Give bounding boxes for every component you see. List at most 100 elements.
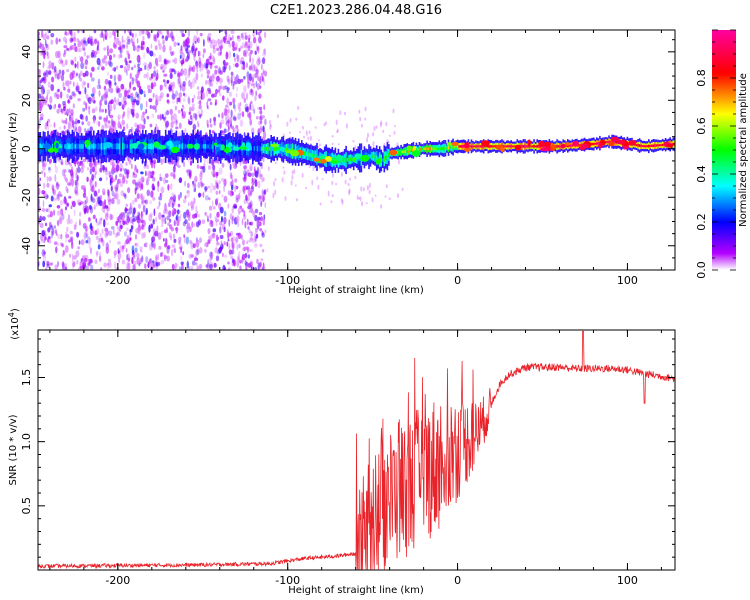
spectrogram-ridge-cell bbox=[172, 143, 175, 150]
spectrogram-ridge-cell bbox=[264, 147, 266, 151]
spectrogram-noise-cell bbox=[72, 70, 76, 75]
spectrogram-ridge-cell bbox=[371, 154, 373, 158]
spectrogram-noise-cell bbox=[176, 42, 180, 46]
spectrogram-noise-cell bbox=[76, 48, 81, 53]
spectrogram-noise-cell bbox=[221, 194, 224, 198]
spectrogram-ridge-cell bbox=[181, 143, 184, 150]
spectrogram-noise-cell bbox=[86, 265, 89, 270]
spectrogram-noise-cell bbox=[149, 212, 153, 218]
spectrogram-noise-cell bbox=[248, 229, 252, 234]
spectrogram-noise-cell bbox=[73, 93, 77, 97]
spectrogram-noise-cell bbox=[149, 50, 154, 57]
spectrogram-noise-cell bbox=[130, 126, 133, 135]
spectrogram-noise-cell bbox=[77, 161, 81, 168]
spectrogram-noise-cell bbox=[227, 108, 230, 114]
spectrogram-noise-cell bbox=[101, 228, 104, 235]
spectrogram-noise-cell bbox=[200, 170, 203, 175]
spectrogram-noise-cell bbox=[236, 35, 240, 40]
spectrogram-noise-cell bbox=[46, 89, 51, 95]
spectrogram-noise-cell bbox=[60, 233, 63, 240]
spectrogram-ridge-cell bbox=[209, 143, 211, 150]
spectrogram-noise-cell bbox=[249, 259, 254, 267]
spectrogram-noise-cell bbox=[132, 215, 136, 219]
spectrogram-noise-cell bbox=[178, 92, 183, 98]
spectrogram-noise-cell bbox=[131, 66, 134, 71]
spectrogram-noise-cell bbox=[198, 51, 202, 57]
spectrogram-noise-cell bbox=[210, 182, 214, 188]
spectrogram-noise-cell bbox=[170, 172, 174, 177]
spectrogram-ridge-cell bbox=[449, 146, 451, 149]
spectrogram-noise-cell bbox=[94, 181, 97, 188]
spectrogram-noise-cell bbox=[73, 255, 77, 260]
spectrogram-noise-cell bbox=[63, 49, 66, 55]
colorbar-tick-label: 0.2 bbox=[695, 213, 708, 231]
spectrogram-noise-cell bbox=[181, 262, 184, 267]
spectrogram-ridge-cell bbox=[527, 145, 529, 148]
spectrogram-noise-cell bbox=[45, 267, 48, 270]
spectrogram-noise-cell bbox=[74, 179, 78, 186]
spectrogram-noise-cell bbox=[141, 30, 145, 35]
spectrogram-noise-cell bbox=[90, 77, 95, 82]
spectrogram-noise-cell bbox=[337, 143, 340, 146]
spectrogram-noise-cell bbox=[241, 253, 246, 261]
spectrogram-noise-cell bbox=[209, 42, 214, 49]
spectrogram-noise-cell bbox=[187, 215, 191, 222]
spectrogram-noise-cell bbox=[196, 38, 199, 43]
spectrogram-noise-cell bbox=[181, 33, 185, 37]
spectrogram-ridge-cell bbox=[672, 142, 675, 146]
spectrogram-peak-cell bbox=[166, 140, 173, 147]
spectrogram-noise-cell bbox=[98, 116, 103, 120]
spectrogram-noise-cell bbox=[221, 112, 224, 119]
spectrogram-noise-cell bbox=[208, 59, 212, 63]
snr-panel: -200 -100 0 100 0.51.01.5 Height of straigh… bbox=[7, 308, 676, 596]
spectrogram-noise-cell bbox=[250, 206, 253, 214]
spectrogram-noise-cell bbox=[135, 74, 139, 78]
spectrogram-noise-cell bbox=[208, 55, 212, 60]
spectrogram-noise-cell bbox=[155, 99, 158, 108]
spectrogram-noise-cell bbox=[139, 246, 143, 250]
spectrogram-noise-cell bbox=[88, 107, 91, 115]
spectrogram-noise-cell bbox=[228, 232, 232, 237]
spectrogram-noise-cell bbox=[247, 172, 252, 178]
spectrogram-ridge-cell bbox=[485, 145, 488, 148]
spectrogram-noise-cell bbox=[129, 92, 134, 98]
spectrogram-noise-cell bbox=[193, 187, 197, 193]
spectrogram-noise-cell bbox=[247, 205, 251, 209]
spectrogram-noise-cell bbox=[123, 100, 127, 106]
spectrogram-noise-cell bbox=[129, 202, 132, 210]
spectrogram-noise-cell bbox=[126, 89, 131, 94]
spectrogram-noise-cell bbox=[205, 58, 210, 66]
spectrogram-noise-cell bbox=[270, 124, 272, 128]
spectrogram-noise-cell bbox=[209, 212, 212, 219]
spectrogram-noise-cell bbox=[70, 205, 73, 210]
spectrogram-noise-cell bbox=[384, 195, 387, 198]
spectrogram-ridge-cell bbox=[648, 144, 650, 148]
spectrogram-noise-cell bbox=[385, 184, 388, 189]
snr-y-ticks: 0.51.01.5 bbox=[20, 338, 675, 558]
spectrogram-noise-cell bbox=[221, 216, 223, 223]
spectrogram-noise-cell bbox=[43, 239, 46, 244]
spectrogram-noise-cell bbox=[136, 193, 140, 200]
colorbar-tick-label: 0.4 bbox=[695, 165, 708, 183]
spectrogram-noise-cell bbox=[213, 168, 216, 173]
spectrogram-noise-cell bbox=[256, 258, 259, 264]
spectrogram-noise-cell bbox=[94, 164, 97, 172]
spectrogram-noise-cell bbox=[108, 87, 111, 93]
spectrogram-noise-cell bbox=[243, 199, 247, 205]
spectrogram-noise-cell bbox=[98, 237, 101, 242]
spectrogram-peak-cell bbox=[464, 142, 470, 149]
spectrogram-noise-cell bbox=[164, 36, 168, 41]
spectrogram-ridge-cell bbox=[513, 145, 516, 148]
spectrogram-noise-cell bbox=[165, 179, 169, 183]
spectrogram-noise-cell bbox=[146, 46, 150, 54]
spectrogram-noise-cell bbox=[290, 179, 293, 186]
spectrogram-noise-cell bbox=[134, 122, 138, 128]
spectrogram-noise-cell bbox=[243, 210, 246, 217]
spectrogram-noise-cell bbox=[134, 234, 138, 240]
spectrogram-noise-cell bbox=[127, 107, 131, 114]
spectrogram-noise-cell bbox=[119, 180, 124, 188]
spectrogram-noise-cell bbox=[151, 260, 155, 264]
spectrogram-peak-cell bbox=[233, 146, 240, 151]
spectrogram-noise-cell bbox=[211, 200, 214, 208]
spectrogram-ridge-cell bbox=[525, 145, 528, 148]
